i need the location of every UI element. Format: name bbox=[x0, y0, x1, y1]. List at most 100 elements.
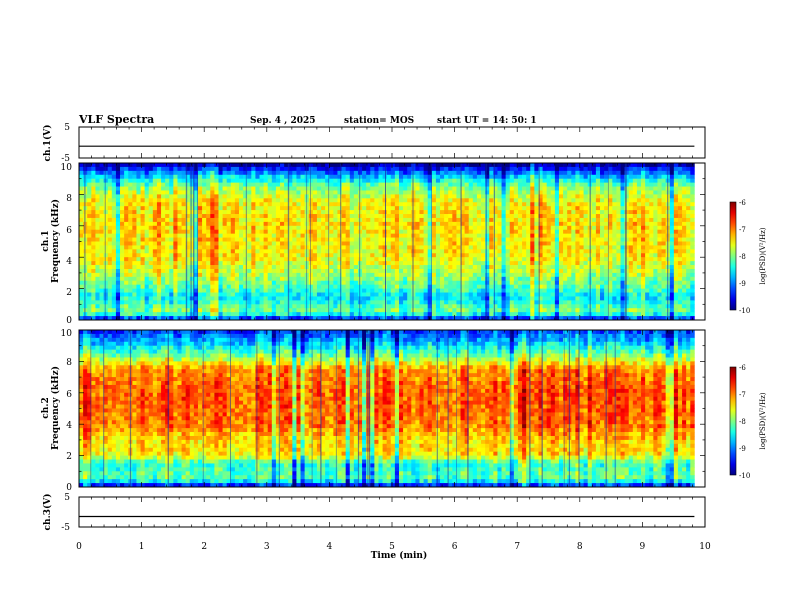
spectrogram-cell bbox=[329, 225, 334, 231]
spectrogram-cell bbox=[542, 174, 548, 180]
spectrogram-cell bbox=[99, 229, 104, 234]
spectrogram-cell bbox=[333, 249, 338, 254]
spectrogram-cell bbox=[591, 253, 597, 258]
spectrogram-cell bbox=[677, 198, 683, 203]
spectrogram-cell bbox=[156, 198, 162, 203]
spectrogram-cell bbox=[341, 178, 346, 183]
spectrogram-cell bbox=[513, 225, 519, 231]
spectrogram-cell bbox=[349, 233, 355, 238]
spectrogram-cell bbox=[99, 198, 104, 203]
spectrogram-cell bbox=[407, 170, 412, 176]
spectrogram-cell bbox=[583, 253, 589, 258]
spectrogram-cell bbox=[513, 284, 519, 289]
spectrogram-cell bbox=[79, 190, 84, 195]
spectrogram-cell bbox=[600, 245, 605, 250]
spectrogram-cell bbox=[169, 237, 174, 242]
spectrogram-cell bbox=[468, 245, 474, 250]
spectrogram-cell bbox=[407, 178, 412, 183]
spectrogram-cell bbox=[526, 225, 531, 231]
spectrogram-cell bbox=[337, 221, 342, 227]
spectrogram-cell bbox=[481, 166, 486, 172]
spectrogram-cell bbox=[513, 229, 519, 234]
spectrogram-cell bbox=[575, 225, 580, 231]
spectrogram-cell bbox=[234, 245, 240, 250]
spectrogram-cell bbox=[649, 237, 654, 242]
spectrogram-cell bbox=[468, 233, 474, 238]
spectrogram-cell bbox=[243, 163, 248, 168]
spectrogram-cell bbox=[435, 265, 441, 270]
spectrogram-cell bbox=[91, 288, 96, 293]
spectrogram-cell bbox=[530, 268, 535, 274]
spectrogram-cell bbox=[628, 170, 634, 176]
spectrogram-cell bbox=[591, 288, 597, 293]
spectrogram-cell bbox=[407, 214, 412, 219]
spectrogram-cell bbox=[682, 163, 687, 168]
spectrogram-cell bbox=[333, 178, 338, 183]
spectrogram-cell bbox=[296, 166, 301, 172]
spectrogram-cell bbox=[682, 272, 687, 278]
spectrogram-cell bbox=[563, 249, 568, 254]
spectrogram-cell bbox=[493, 272, 498, 278]
spectrogram-cell bbox=[620, 182, 625, 187]
spectrogram-cell bbox=[357, 261, 363, 266]
spectrogram-cell bbox=[612, 163, 617, 168]
spectrogram-cell bbox=[591, 257, 597, 262]
spectrogram-cell bbox=[440, 221, 445, 227]
spectrogram-cell bbox=[226, 249, 232, 254]
spectrogram-cell bbox=[554, 265, 560, 270]
spectrogram-cell bbox=[440, 206, 445, 211]
spectrogram-cell bbox=[468, 190, 474, 195]
spectrogram-cell bbox=[489, 202, 494, 207]
spectrogram-cell bbox=[374, 268, 379, 274]
spectrogram-cell bbox=[600, 229, 605, 234]
spectrogram-cell bbox=[464, 202, 470, 207]
spectrogram-cell bbox=[308, 186, 314, 191]
spectrogram-cell bbox=[300, 214, 305, 219]
spectrogram-cell bbox=[427, 217, 433, 223]
spectrogram-cell bbox=[440, 284, 445, 289]
spectrogram-cell bbox=[79, 174, 84, 180]
spectrogram-cell bbox=[251, 276, 256, 282]
spectrogram-cell bbox=[452, 174, 457, 180]
spectrogram-cell bbox=[238, 241, 244, 246]
spectrogram-cell bbox=[673, 182, 679, 187]
spectrogram-cell bbox=[517, 190, 523, 195]
spectrogram-cell bbox=[247, 178, 252, 183]
spectrogram-cell bbox=[362, 225, 367, 231]
spectrogram-cell bbox=[288, 241, 293, 246]
spectrogram-cell bbox=[550, 170, 556, 176]
spectrogram-cell bbox=[136, 288, 141, 293]
spectrogram-cell bbox=[448, 237, 453, 242]
spectrogram-cell bbox=[649, 288, 654, 293]
spectrogram-cell bbox=[464, 261, 470, 266]
spectrogram-cell bbox=[481, 284, 486, 289]
spectrogram-cell bbox=[419, 245, 424, 250]
spectrogram-cell bbox=[156, 210, 162, 215]
spectrogram-cell bbox=[464, 284, 470, 289]
spectrogram-cell bbox=[493, 221, 498, 227]
spectrogram-cell bbox=[476, 245, 482, 250]
spectrogram-cell bbox=[140, 210, 145, 215]
spectrogram-cell bbox=[148, 182, 154, 187]
spectrogram-cell bbox=[382, 257, 388, 262]
spectrogram-cell bbox=[440, 288, 445, 293]
spectrogram-cell bbox=[169, 217, 174, 223]
spectrogram-cell bbox=[468, 178, 474, 183]
spectrogram-cell bbox=[267, 261, 273, 266]
spectrogram-cell bbox=[517, 178, 523, 183]
spectrogram-cell bbox=[275, 261, 281, 266]
spectrogram-cell bbox=[501, 257, 506, 262]
spectrogram-cell bbox=[115, 178, 121, 183]
spectrogram-cell bbox=[316, 253, 322, 258]
spectrogram-cell bbox=[403, 174, 408, 180]
spectrogram-cell bbox=[337, 229, 342, 234]
spectrogram-cell bbox=[378, 253, 383, 258]
spectrogram-cell bbox=[222, 245, 228, 250]
spectrogram-cell bbox=[95, 276, 100, 282]
spectrogram-cell bbox=[353, 217, 359, 223]
spectrogram-cell bbox=[128, 210, 133, 215]
spectrogram-cell bbox=[91, 265, 96, 270]
spectrogram-cell bbox=[128, 166, 133, 172]
spectrogram-cell bbox=[312, 217, 318, 223]
spectrogram-cell bbox=[325, 261, 330, 266]
